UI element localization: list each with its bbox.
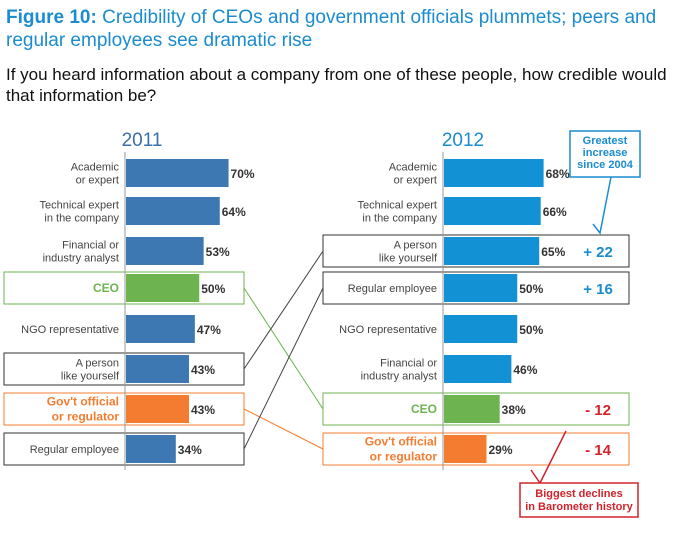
bar-ngo-representative xyxy=(444,315,518,343)
bar-financial-or-industry-analyst xyxy=(444,355,512,383)
year-label-2012: 2012 xyxy=(442,130,484,151)
year-label-2011: 2011 xyxy=(122,130,163,151)
chart-title: Figure 10: Credibility of CEOs and gover… xyxy=(6,6,686,52)
value-label-academic-or-expert: 68% xyxy=(546,167,570,181)
bar-a-person-like-yourself xyxy=(126,355,189,383)
value-label-ceo: 50% xyxy=(201,282,225,296)
category-label-a-person-like-yourself: like yourself xyxy=(61,371,120,383)
greatest-increase-arrow xyxy=(592,176,612,235)
figure-title-text: Credibility of CEOs and government offic… xyxy=(6,7,657,51)
connector-ceo xyxy=(243,287,324,410)
biggest-declines-callout-text: Biggest declines xyxy=(535,488,622,500)
greatest-increase-callout-box xyxy=(569,130,641,178)
category-label-academic-or-expert: Academic xyxy=(71,162,120,174)
category-label-gov-t-official-or-regulator: or regulator xyxy=(52,410,120,424)
value-label-regular-employee: 34% xyxy=(178,443,202,457)
value-label-financial-or-industry-analyst: 53% xyxy=(206,245,230,259)
value-label-regular-employee: 50% xyxy=(519,282,543,296)
bar-technical-expert-in-the-company xyxy=(444,197,541,225)
category-label-gov-t-official-or-regulator: Gov't official xyxy=(47,395,119,409)
category-label-regular-employee: Regular employee xyxy=(348,283,437,295)
category-label-regular-employee: Regular employee xyxy=(30,444,119,456)
bar-ceo xyxy=(126,274,200,302)
category-label-a-person-like-yourself: A person xyxy=(76,358,119,370)
value-label-a-person-like-yourself: 65% xyxy=(541,245,565,259)
value-label-gov-t-official-or-regulator: 43% xyxy=(191,403,215,417)
connector-a-person-like-yourself xyxy=(243,250,324,370)
connector-regular-employee xyxy=(243,287,324,450)
category-label-academic-or-expert: Academic xyxy=(389,162,438,174)
change-label-gov-t-official-or-regulator: - 14 xyxy=(585,442,612,459)
bar-regular-employee xyxy=(126,435,176,463)
biggest-declines-callout-box xyxy=(519,482,639,518)
bar-a-person-like-yourself xyxy=(444,237,540,265)
category-label-a-person-like-yourself: like yourself xyxy=(379,253,438,265)
bar-regular-employee xyxy=(444,274,518,302)
value-label-ngo-representative: 47% xyxy=(197,323,221,337)
greatest-increase-callout-text: Greatest xyxy=(583,135,628,147)
bar-ceo xyxy=(444,395,500,423)
bar-technical-expert-in-the-company xyxy=(126,197,220,225)
value-label-a-person-like-yourself: 43% xyxy=(191,363,215,377)
category-label-technical-expert-in-the-company: Technical expert xyxy=(40,200,120,212)
category-label-technical-expert-in-the-company: in the company xyxy=(44,213,119,225)
bar-gov-t-official-or-regulator xyxy=(444,435,487,463)
bar-gov-t-official-or-regulator xyxy=(126,395,189,423)
value-label-technical-expert-in-the-company: 64% xyxy=(222,205,246,219)
change-label-ceo: - 12 xyxy=(585,402,611,419)
greatest-increase-callout-text: since 2004 xyxy=(577,159,634,171)
value-label-financial-or-industry-analyst: 46% xyxy=(513,363,537,377)
category-label-technical-expert-in-the-company: Technical expert xyxy=(358,200,438,212)
value-label-academic-or-expert: 70% xyxy=(231,167,255,181)
category-label-financial-or-industry-analyst: Financial or xyxy=(380,358,437,370)
connector-gov-official xyxy=(243,408,324,450)
bar-academic-or-expert xyxy=(444,159,544,187)
bar-financial-or-industry-analyst xyxy=(126,237,204,265)
bar-ngo-representative xyxy=(126,315,195,343)
value-label-ceo: 38% xyxy=(502,403,526,417)
category-label-ceo: CEO xyxy=(93,281,119,295)
bar-academic-or-expert xyxy=(126,159,229,187)
category-label-a-person-like-yourself: A person xyxy=(394,240,437,252)
category-label-ngo-representative: NGO representative xyxy=(21,324,119,336)
value-label-ngo-representative: 50% xyxy=(519,323,543,337)
survey-question: If you heard information about a company… xyxy=(6,65,667,105)
biggest-declines-callout-text: in Barometer history xyxy=(525,501,633,513)
figure-number: Figure 10: xyxy=(6,7,97,28)
change-label-a-person-like-yourself: + 22 xyxy=(583,244,613,261)
greatest-increase-callout-text: increase xyxy=(583,147,628,159)
category-label-ceo: CEO xyxy=(411,402,437,416)
biggest-declines-arrow xyxy=(530,430,567,485)
category-label-gov-t-official-or-regulator: or regulator xyxy=(370,450,438,464)
change-label-regular-employee: + 16 xyxy=(583,281,613,298)
value-label-technical-expert-in-the-company: 66% xyxy=(543,205,567,219)
category-label-academic-or-expert: or expert xyxy=(76,175,119,187)
category-label-financial-or-industry-analyst: industry analyst xyxy=(361,371,437,383)
category-label-financial-or-industry-analyst: industry analyst xyxy=(43,253,119,265)
category-label-financial-or-industry-analyst: Financial or xyxy=(62,240,119,252)
category-label-technical-expert-in-the-company: in the company xyxy=(362,213,437,225)
category-label-ngo-representative: NGO representative xyxy=(339,324,437,336)
category-label-gov-t-official-or-regulator: Gov't official xyxy=(365,435,437,449)
category-label-academic-or-expert: or expert xyxy=(394,175,437,187)
value-label-gov-t-official-or-regulator: 29% xyxy=(488,443,512,457)
